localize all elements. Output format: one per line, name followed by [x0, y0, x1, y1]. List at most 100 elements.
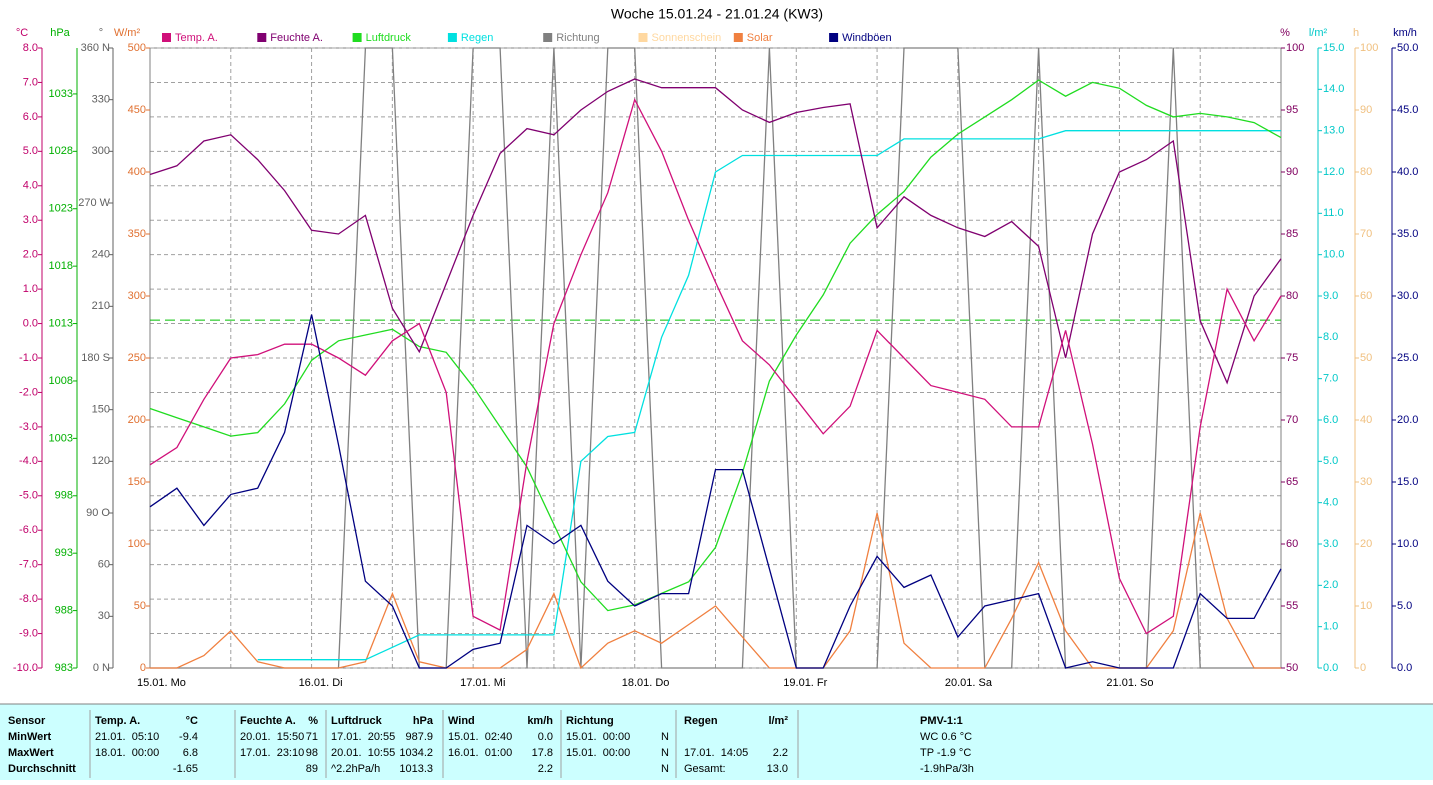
tick-label: -5.0 [19, 490, 38, 502]
table-cell: PMV-1:1 [920, 715, 963, 727]
tick-label: 10.0 [1397, 538, 1418, 550]
tick-label: 0.0 [1323, 662, 1338, 674]
table-cell: 13.0 [767, 763, 788, 775]
table-cell: hPa [413, 715, 434, 727]
tick-label: 240 [92, 249, 110, 261]
tick-label: 200 [128, 414, 146, 426]
table-cell: -9.4 [179, 731, 198, 743]
table-cell: 21.01. 05:10 [95, 731, 159, 743]
tick-label: 7.0 [23, 76, 38, 88]
table-cell: N [661, 763, 669, 775]
tick-label: 0.0 [1397, 662, 1412, 674]
table-cell: 2.2 [538, 763, 553, 775]
tick-label: 210 [92, 300, 110, 312]
x-tick-label: 18.01. Do [622, 677, 670, 689]
legend-label: Sonnenschein [652, 32, 722, 44]
table-cell: °C [186, 715, 198, 727]
tick-label: 10.0 [1323, 249, 1344, 261]
tick-label: 14.0 [1323, 83, 1344, 95]
tick-label: 4.0 [23, 180, 38, 192]
series-line [149, 79, 1282, 612]
table-cell: Temp. A. [95, 715, 140, 727]
table-cell: 17.01. 20:55 [331, 731, 395, 743]
x-tick-label: 19.01. Fr [783, 677, 827, 689]
table-cell: 20.01. 10:55 [331, 747, 395, 759]
x-tick-label: 15.01. Mo [137, 677, 186, 689]
legend-label: Feuchte A. [270, 32, 323, 44]
tick-label: 100 [1360, 42, 1378, 54]
table-cell: N [661, 731, 669, 743]
legend-label: Windböen [842, 32, 892, 44]
tick-label: 360 N [81, 42, 110, 54]
series-line [149, 97, 1282, 635]
tick-label: 1003 [49, 432, 73, 444]
tick-label: 5.0 [1397, 600, 1412, 612]
legend-swatch [352, 33, 362, 42]
tick-label: 11.0 [1323, 207, 1344, 219]
table-cell: 1034.2 [399, 747, 433, 759]
legend-label: Richtung [556, 32, 599, 44]
tick-label: 12.0 [1323, 166, 1344, 178]
table-cell: Regen [684, 715, 718, 727]
table-cell: 6.8 [183, 747, 198, 759]
tick-label: 25.0 [1397, 352, 1418, 364]
tick-label: 3.0 [1323, 538, 1338, 550]
tick-label: 50 [1360, 352, 1372, 364]
tick-label: 10 [1360, 600, 1372, 612]
table-cell: 98 [306, 747, 318, 759]
series-line [149, 314, 1282, 669]
tick-label: 30.0 [1397, 290, 1418, 302]
legend-swatch [543, 33, 553, 42]
tick-label: 998 [55, 490, 73, 502]
tick-label: 330 [92, 94, 110, 106]
table-cell: l/m² [768, 715, 788, 727]
table-cell: 89 [306, 763, 318, 775]
table-cell: 17.01. 23:10 [240, 747, 304, 759]
tick-label: 70 [1360, 228, 1372, 240]
legend-swatch [829, 33, 839, 42]
table-cell: Feuchte A. [240, 715, 296, 727]
tick-label: 50 [1286, 662, 1298, 674]
table-background [0, 704, 1433, 780]
tick-label: 60 [1286, 538, 1298, 550]
tick-label: 988 [55, 604, 73, 616]
axis-unit: l/m² [1309, 27, 1328, 39]
tick-label: -3.0 [19, 421, 38, 433]
tick-label: 1.0 [23, 283, 38, 295]
tick-label: 75 [1286, 352, 1298, 364]
tick-label: 0 N [93, 662, 110, 674]
tick-label: 983 [55, 662, 73, 674]
axis-unit: W/m² [114, 27, 141, 39]
table-cell: 16.01. 01:00 [448, 747, 512, 759]
tick-label: 40 [1360, 414, 1372, 426]
tick-label: 7.0 [1323, 373, 1338, 385]
tick-label: 95 [1286, 104, 1298, 116]
tick-label: 30 [98, 610, 110, 622]
tick-label: 1008 [49, 375, 73, 387]
axis-unit: h [1353, 27, 1359, 39]
tick-label: 8.0 [23, 42, 38, 54]
tick-label: 300 [92, 145, 110, 157]
tick-label: 85 [1286, 228, 1298, 240]
table-cell: MinWert [8, 731, 52, 743]
tick-label: 150 [92, 404, 110, 416]
tick-label: 8.0 [1323, 331, 1338, 343]
tick-label: 70 [1286, 414, 1298, 426]
tick-label: 0 [140, 662, 146, 674]
tick-label: 0.0 [23, 317, 38, 329]
axis-unit: % [1280, 27, 1290, 39]
tick-label: 993 [55, 547, 73, 559]
tick-label: -4.0 [19, 455, 38, 467]
tick-label: 1.0 [1323, 621, 1338, 633]
tick-label: 1028 [49, 145, 73, 157]
table-cell: Durchschnitt [8, 763, 76, 775]
table-cell: 71 [306, 731, 318, 743]
tick-label: 1033 [49, 88, 73, 100]
x-tick-label: 16.01. Di [299, 677, 343, 689]
tick-label: 15.0 [1397, 476, 1418, 488]
table-cell: 17.8 [532, 747, 553, 759]
tick-label: -7.0 [19, 559, 38, 571]
tick-label: 350 [128, 228, 146, 240]
tick-label: 80 [1286, 290, 1298, 302]
tick-label: 35.0 [1397, 228, 1418, 240]
